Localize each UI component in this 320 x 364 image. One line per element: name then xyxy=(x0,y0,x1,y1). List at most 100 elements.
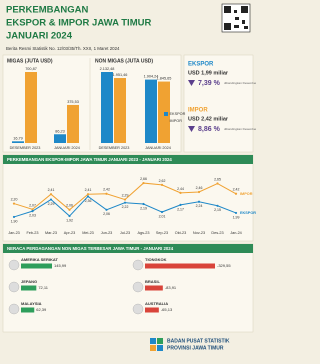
bar xyxy=(145,79,157,143)
flag xyxy=(8,281,20,293)
x-tick-label: Mar-23 xyxy=(45,231,57,235)
value-label: 2,36 xyxy=(85,199,92,203)
x-tick-label: Sep-23 xyxy=(156,231,168,235)
balance-bar xyxy=(21,285,37,291)
x-tick-label: Feb-23 xyxy=(26,231,38,235)
country-label: BRASIL xyxy=(145,279,160,284)
value-label: 2,29 xyxy=(122,193,129,197)
trend-point xyxy=(49,198,53,201)
bar xyxy=(114,78,126,143)
value-label: 1,99 xyxy=(233,215,240,219)
trend-point xyxy=(31,208,34,211)
trend-point xyxy=(160,183,164,186)
value-label: -65,13 xyxy=(161,307,173,312)
trend-point xyxy=(12,215,16,219)
legend-label: EKSPOR xyxy=(170,112,186,116)
flag xyxy=(132,281,144,293)
balance-header xyxy=(3,244,253,253)
trend-point xyxy=(31,210,34,213)
summary-note: dibandingkan Desember 2023 xyxy=(224,127,256,131)
value-label: 2,66 xyxy=(140,177,147,181)
trend-header xyxy=(3,155,253,164)
summary-change: 7,39 % xyxy=(198,80,221,87)
trend-point xyxy=(86,195,90,198)
trend-title: PERKEMBANGAN EKSPOR-IMPOR JAWA TIMUR JAN… xyxy=(7,157,172,162)
title-line: JANUARI 2024 xyxy=(6,31,73,42)
value-label: 2,44 xyxy=(177,187,184,191)
value-label: 2,65 xyxy=(214,177,221,181)
trend-point xyxy=(68,208,71,211)
trend-point xyxy=(179,203,182,206)
x-tick-label: Mei-23 xyxy=(82,231,94,235)
balance-title: NERACA PERDAGANGAN NON MIGAS TERBESAR JA… xyxy=(7,246,174,251)
value-label: 2,06 xyxy=(103,212,110,216)
value-label: 700,87 xyxy=(25,67,37,71)
block-title: MIGAS (JUTA USD) xyxy=(7,58,53,64)
trend-point xyxy=(86,193,90,196)
value-label: 86,23 xyxy=(55,129,65,133)
trend-point xyxy=(197,190,201,194)
release-info: Berita Resmi Statistik No. 12/03/35/Th. … xyxy=(6,46,120,51)
value-label: -83,91 xyxy=(165,285,177,290)
category-label: JANUARI 2024 xyxy=(54,146,80,150)
country-label: AUSTRALIA xyxy=(145,301,168,306)
summary-label: IMPOR xyxy=(188,108,208,114)
balance-bar xyxy=(145,263,215,269)
value-label: 2,62 xyxy=(159,179,166,183)
value-label: 2,01 xyxy=(159,214,166,218)
x-tick-label: Jan-23 xyxy=(8,231,20,235)
bps-logo xyxy=(150,338,163,351)
value-label: 2,15 xyxy=(214,208,221,212)
country-label: MALAYSIA xyxy=(21,301,42,306)
value-label: 2,06 xyxy=(66,204,73,208)
trend-point xyxy=(12,202,16,205)
value-label: 2,03 xyxy=(29,214,36,218)
qr-code xyxy=(221,3,251,33)
value-label: 16,79 xyxy=(13,136,23,140)
x-tick-label: Jan-24 xyxy=(230,231,242,235)
value-label: 2,19 xyxy=(140,206,147,210)
title-line: EKSPOR & IMPOR JAWA TIMUR xyxy=(6,18,151,29)
change-arrow xyxy=(188,80,195,86)
value-label: 2,24 xyxy=(196,204,203,208)
value-label: 2,41 xyxy=(48,188,55,192)
summary-amount: USD 1,99 miliar xyxy=(188,70,229,76)
trend-point xyxy=(105,208,108,211)
value-label: 2,46 xyxy=(196,186,203,190)
summary-label: EKSPOR xyxy=(188,62,214,68)
value-label: 2,42 xyxy=(233,188,240,192)
value-label: 2.132,48 xyxy=(100,67,115,71)
trend-point xyxy=(68,214,71,218)
bar xyxy=(67,104,79,143)
value-label: 1,90 xyxy=(11,219,18,223)
flag xyxy=(8,303,20,315)
legend-swatch xyxy=(164,119,168,123)
infographic: PERKEMBANGAN EKSPOR & IMPOR JAWA TIMUR J… xyxy=(2,3,256,352)
value-label: 2,22 xyxy=(122,205,129,209)
x-tick-label: Jul-23 xyxy=(120,231,130,235)
legend-swatch xyxy=(164,112,168,116)
bar xyxy=(101,72,113,143)
trend-point xyxy=(179,191,182,194)
country-label: AMERIKA SERIKAT xyxy=(21,257,58,262)
trend-point xyxy=(197,200,201,203)
balance-bar xyxy=(21,307,35,313)
change-arrow xyxy=(188,126,195,132)
x-tick-label: Apr-23 xyxy=(64,231,75,235)
summary-change: 8,86 % xyxy=(198,126,221,133)
bar xyxy=(25,72,37,143)
category-label: DESEMBER 2023 xyxy=(10,146,41,150)
balance-bar xyxy=(21,263,53,269)
value-label: 2,29 xyxy=(48,202,55,206)
title-line: PERKEMBANGAN xyxy=(6,5,88,16)
trend-point xyxy=(105,192,108,195)
value-label: -329,55 xyxy=(217,263,231,268)
country-label: JEPANG xyxy=(21,279,37,284)
legend-label: IMPOR xyxy=(170,119,183,123)
trend-point xyxy=(234,192,238,195)
trend-point xyxy=(142,181,145,185)
x-tick-label: Nov-23 xyxy=(193,231,205,235)
trend-point xyxy=(216,182,219,185)
x-tick-label: Ags-23 xyxy=(137,231,149,235)
trend-panel xyxy=(2,154,254,242)
